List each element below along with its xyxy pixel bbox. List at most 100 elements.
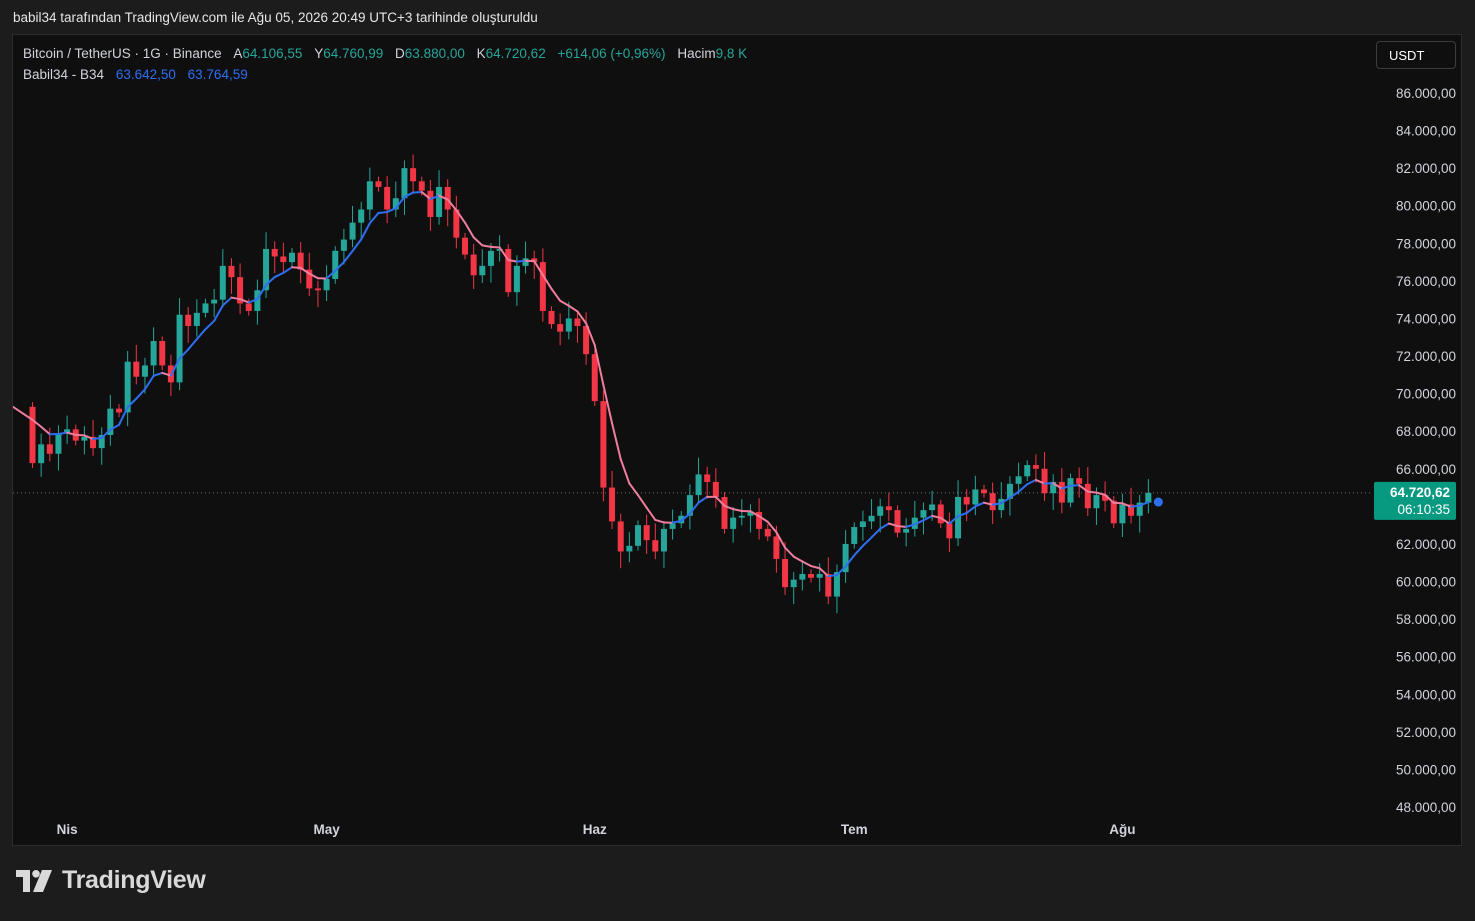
candle[interactable] (721, 492, 728, 534)
candle[interactable] (617, 513, 624, 569)
candle[interactable] (955, 480, 962, 547)
candle[interactable] (470, 243, 477, 289)
candle[interactable] (1041, 452, 1048, 501)
candle[interactable] (323, 265, 330, 301)
candle[interactable] (660, 521, 667, 569)
candle[interactable] (176, 297, 183, 391)
candle[interactable] (237, 263, 244, 315)
candle[interactable] (626, 532, 633, 563)
candle[interactable] (591, 349, 598, 406)
candle[interactable] (583, 312, 590, 365)
candle[interactable] (427, 179, 434, 231)
candle[interactable] (444, 179, 451, 227)
candle[interactable] (150, 327, 157, 377)
candle[interactable] (998, 482, 1005, 518)
candle[interactable] (1067, 473, 1074, 508)
currency-button[interactable]: USDT (1376, 41, 1456, 69)
candle[interactable] (505, 244, 512, 297)
candle[interactable] (808, 569, 814, 583)
candle[interactable] (1136, 494, 1143, 533)
chart-panel[interactable]: 86.000,00 84.000,00 82.000,00 80.000,00 78.0… (12, 34, 1462, 846)
candle[interactable] (193, 299, 200, 337)
candle[interactable] (263, 232, 270, 298)
candle[interactable] (756, 498, 763, 540)
candle[interactable] (730, 506, 737, 543)
candle[interactable] (652, 523, 659, 560)
candle[interactable] (695, 457, 702, 503)
candle[interactable] (894, 505, 901, 538)
candle[interactable] (1024, 460, 1031, 482)
candle[interactable] (1006, 476, 1013, 516)
candle[interactable] (462, 232, 468, 260)
candle[interactable] (392, 181, 399, 218)
symbol-name[interactable]: Bitcoin / TetherUS · 1G · Binance (23, 46, 222, 61)
candle[interactable] (920, 502, 927, 535)
candle[interactable] (384, 176, 391, 224)
candle[interactable] (522, 241, 529, 274)
candle[interactable] (704, 466, 711, 499)
candle[interactable] (557, 313, 564, 346)
tradingview-logo[interactable]: TradingView (16, 866, 206, 895)
candle[interactable] (81, 426, 88, 455)
price-chart[interactable]: 86.000,00 84.000,00 82.000,00 80.000,00 78.0… (13, 35, 1461, 845)
candle[interactable] (436, 170, 443, 225)
candle[interactable] (116, 403, 122, 418)
candle[interactable] (1110, 496, 1117, 528)
candle[interactable] (98, 427, 105, 465)
candle[interactable] (851, 522, 858, 549)
candle[interactable] (565, 301, 572, 340)
candle[interactable] (401, 160, 408, 215)
candle[interactable] (38, 433, 45, 477)
candle[interactable] (289, 248, 295, 267)
candle[interactable] (825, 557, 832, 605)
candle[interactable] (159, 336, 166, 371)
candle[interactable] (280, 242, 287, 273)
candle[interactable] (211, 288, 218, 318)
candle[interactable] (332, 246, 339, 284)
candle[interactable] (219, 249, 226, 308)
candle[interactable] (271, 241, 278, 274)
candle[interactable] (799, 560, 806, 591)
candle[interactable] (764, 524, 771, 542)
candle[interactable] (254, 279, 261, 325)
candle[interactable] (1050, 474, 1057, 510)
candle[interactable] (842, 530, 849, 583)
candle[interactable] (1119, 493, 1126, 537)
candle[interactable] (202, 298, 209, 318)
candle[interactable] (963, 489, 970, 522)
candle[interactable] (1015, 462, 1022, 495)
candle[interactable] (877, 498, 884, 533)
candle[interactable] (790, 571, 797, 604)
candle[interactable] (859, 510, 866, 541)
candle[interactable] (124, 350, 131, 427)
candle[interactable] (55, 425, 62, 471)
candle[interactable] (1076, 467, 1083, 498)
candle[interactable] (1102, 481, 1109, 512)
candle[interactable] (868, 499, 875, 530)
candle[interactable] (885, 492, 892, 521)
candle[interactable] (946, 512, 953, 553)
indicator-name[interactable]: Babil34 - B34 (23, 67, 105, 82)
candle[interactable] (1058, 468, 1065, 514)
candle[interactable] (1032, 454, 1039, 483)
candle[interactable] (911, 500, 918, 537)
candle[interactable] (738, 499, 745, 526)
candle[interactable] (375, 176, 382, 192)
candle[interactable] (712, 468, 719, 508)
candle[interactable] (107, 394, 114, 446)
candle[interactable] (981, 484, 987, 498)
candle[interactable] (635, 520, 641, 551)
candle[interactable] (903, 518, 910, 547)
candle[interactable] (340, 228, 347, 265)
candle[interactable] (747, 504, 754, 533)
candle[interactable] (539, 248, 546, 322)
candle[interactable] (609, 470, 616, 530)
candle[interactable] (548, 306, 555, 329)
candle[interactable] (366, 167, 373, 221)
candle[interactable] (574, 310, 581, 343)
candle[interactable] (228, 258, 235, 294)
candle[interactable] (782, 542, 789, 595)
candle[interactable] (64, 415, 71, 444)
candle[interactable] (833, 564, 840, 614)
candle[interactable] (314, 280, 321, 308)
